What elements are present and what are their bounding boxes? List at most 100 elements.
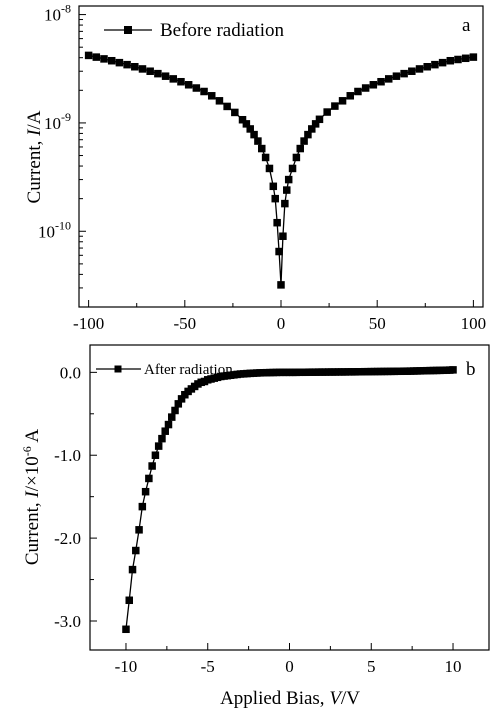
panel-b-series-after-radiation — [122, 366, 457, 634]
panel-a-data-point — [277, 281, 285, 289]
panel-a-y-axis-title-suffix: /A — [24, 110, 45, 129]
panel-a-data-point — [223, 102, 231, 111]
panel-b-data-point — [151, 451, 160, 459]
panel-a-data-point — [154, 69, 162, 78]
panel-b-x-axis-title: Applied Bias, V/V — [220, 688, 360, 709]
panel-a-data-point — [100, 55, 108, 63]
panel-b-y-axis-title-suffix: A — [22, 429, 43, 447]
panel-a-y-tick-label: 10-9 — [44, 110, 71, 133]
panel-a-data-point — [138, 65, 147, 73]
panel-b-y-axis-title-exp: -6 — [20, 446, 34, 456]
panel-b-x-tick-label: -10 — [115, 657, 138, 676]
panel-b-data-point — [154, 442, 163, 450]
panel-b-y-tick-label: -3.0 — [54, 612, 81, 631]
panel-a-data-point — [192, 84, 201, 92]
panel-a-data-point — [346, 92, 355, 100]
panel-a-data-point — [184, 81, 193, 89]
panel-b-data-point — [128, 565, 137, 574]
panel-a-data-point — [300, 137, 308, 145]
panel-a-data-point — [438, 58, 447, 67]
panel-b-legend: After radiation — [96, 362, 233, 378]
panel-a-data-point — [258, 144, 266, 153]
panel-a-data-point — [469, 53, 478, 61]
panel-b-legend-marker — [114, 365, 122, 373]
panel-a-data-point — [431, 60, 439, 69]
panel-a-ticks — [79, 14, 474, 308]
panel-a-data-point — [131, 63, 139, 71]
panel-a-y-axis-title-prefix: Current, — [24, 136, 45, 204]
panel-b-data-point — [161, 427, 169, 435]
panel-a-data-point — [392, 72, 401, 80]
panel-a-data-point — [323, 108, 331, 116]
panel-b-data-point — [132, 546, 140, 555]
panel-a-data-point — [284, 175, 293, 184]
panel-a-data-point — [384, 75, 393, 83]
panel-a-data-point — [115, 58, 124, 67]
panel-a-frame — [78, 5, 484, 308]
panel-b-after-radiation: -10 -5 0 5 10 0.0 -1.0 -2.0 -3.0 After radiatio… — [20, 344, 490, 709]
panel-b-data-point — [168, 413, 176, 421]
panel-a-data-point — [265, 164, 274, 173]
panel-a-data-point — [281, 199, 289, 208]
panel-b-y-axis-title-mid: /×10 — [22, 456, 43, 491]
panel-a-data-point — [288, 164, 297, 173]
panel-a-data-point — [261, 153, 270, 162]
panel-a-x-tick-label: -100 — [73, 314, 104, 333]
panel-a-data-point — [304, 130, 312, 139]
panel-b-y-axis-title-prefix: Current, — [22, 498, 43, 566]
panel-a-letter: a — [462, 15, 471, 36]
panel-a-data-point — [84, 51, 93, 60]
panel-b-data-point — [141, 487, 150, 496]
panel-a-data-point — [250, 130, 258, 139]
panel-b-data-point — [122, 625, 130, 634]
panel-a-y-tick-base: 10 — [38, 222, 55, 241]
panel-a-y-tick-exp: -10 — [55, 218, 71, 232]
panel-a-data-point — [315, 115, 324, 124]
panel-a-data-point — [311, 120, 320, 128]
panel-a-data-point — [92, 53, 101, 61]
panel-a-data-point — [107, 56, 116, 65]
panel-a-data-point — [423, 63, 431, 71]
panel-a-data-point — [254, 137, 262, 145]
panel-b-data-point — [177, 395, 186, 403]
panel-a-data-point — [207, 92, 216, 100]
panel-a-data-point — [161, 72, 170, 80]
panel-a-data-point — [177, 77, 185, 86]
panel-a-y-tick-base: 10 — [44, 6, 61, 25]
panel-b-frame — [89, 344, 490, 651]
panel-b-x-axis-title-prefix: Applied Bias, — [220, 688, 329, 709]
panel-a-y-tick-exp: -8 — [61, 2, 71, 16]
panel-a-data-point — [169, 75, 178, 83]
panel-a-x-tick-label: 0 — [277, 314, 286, 333]
panel-a-x-tick-label: 50 — [369, 314, 386, 333]
panel-a-x-tick-labels: -100 -50 0 50 100 — [73, 314, 486, 333]
panel-a-y-tick-exp: -9 — [61, 110, 71, 124]
panel-a-data-point — [200, 87, 208, 96]
panel-b-data-point — [449, 366, 457, 374]
panel-a-y-axis-title: Current, I/A — [24, 110, 45, 203]
panel-a-y-tick-label: 10-8 — [44, 2, 71, 25]
panel-b-x-tick-label: -5 — [201, 657, 215, 676]
panel-a-x-tick-label: 100 — [461, 314, 487, 333]
panel-a-data-point — [238, 115, 247, 124]
panel-b-legend-label: After radiation — [144, 362, 233, 378]
panel-b-y-tick-label: -1.0 — [54, 446, 81, 465]
panel-b-y-tick-label: 0.0 — [60, 363, 81, 382]
panel-b-data-point — [174, 400, 183, 408]
panel-b-data-point — [171, 406, 179, 415]
panel-a-data-point — [369, 81, 378, 89]
panel-a-data-point — [246, 125, 254, 133]
panel-a-data-point — [415, 65, 424, 73]
panel-b-data-point — [145, 474, 153, 483]
panel-a-data-point — [123, 60, 131, 69]
panel-b-data-point — [138, 502, 147, 511]
panel-b-data-point — [158, 434, 166, 443]
panel-a-data-point — [331, 102, 339, 110]
panel-a-data-point — [292, 153, 301, 162]
panel-b-data-point — [135, 526, 143, 534]
panel-a-data-point — [146, 67, 154, 75]
panel-a-data-point — [215, 97, 224, 105]
panel-b-data-point — [148, 462, 156, 470]
